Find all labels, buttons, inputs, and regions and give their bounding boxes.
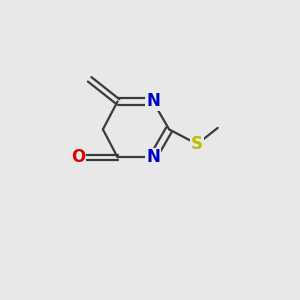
Text: N: N (146, 148, 160, 166)
Text: S: S (191, 135, 203, 153)
Text: N: N (146, 92, 160, 110)
Text: O: O (71, 148, 85, 166)
